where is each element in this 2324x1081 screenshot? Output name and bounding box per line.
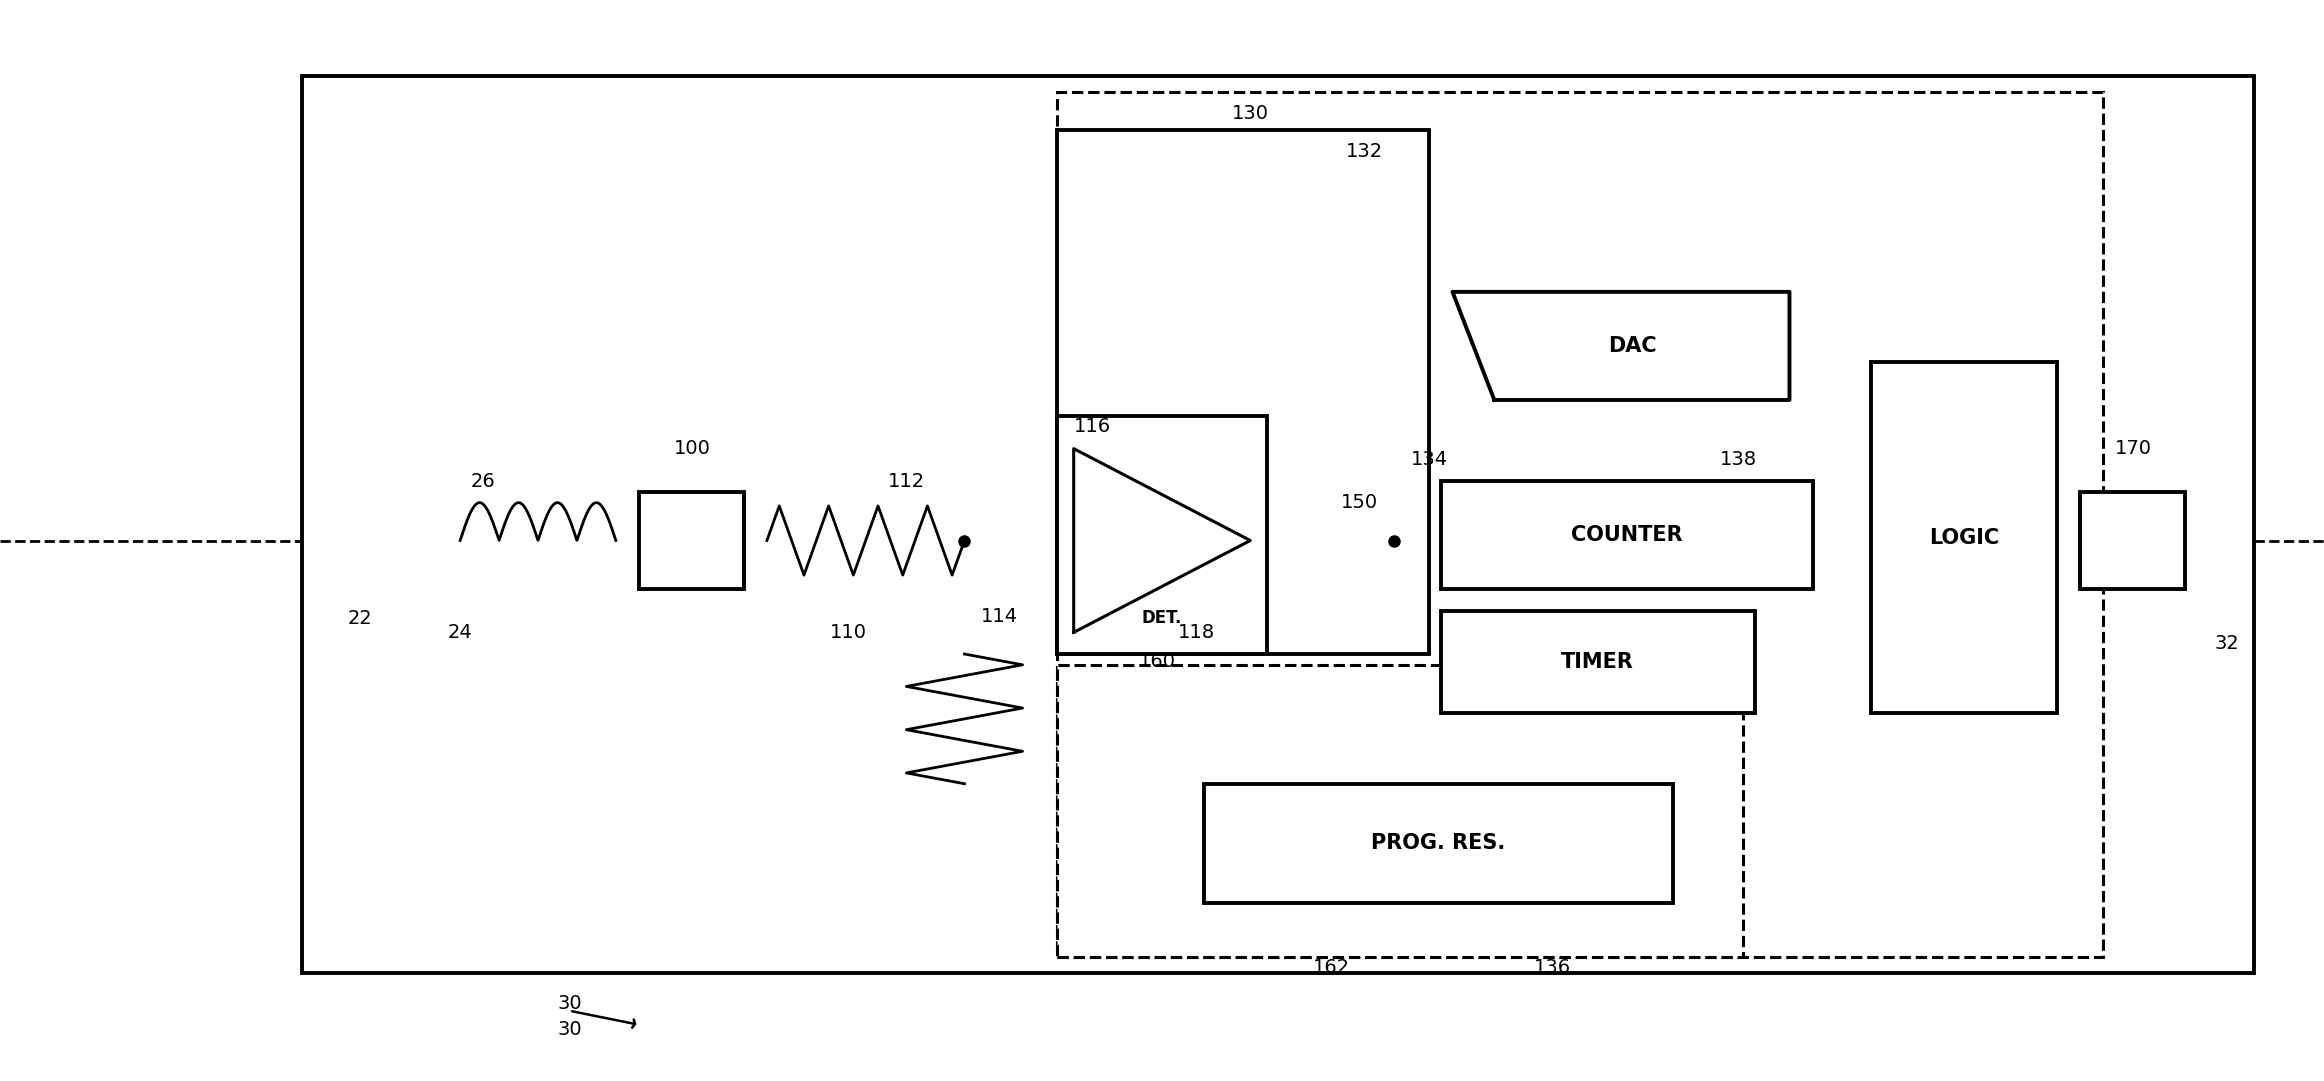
Text: 170: 170: [2115, 439, 2152, 458]
Text: 136: 136: [1534, 958, 1571, 977]
Polygon shape: [1871, 362, 2057, 713]
Polygon shape: [1441, 481, 1813, 589]
Polygon shape: [1452, 292, 1789, 400]
Polygon shape: [639, 492, 744, 589]
Text: DAC: DAC: [1608, 336, 1657, 356]
Text: TIMER: TIMER: [1562, 652, 1634, 672]
Text: LOGIC: LOGIC: [1929, 528, 1999, 548]
Polygon shape: [1057, 416, 1267, 654]
Text: 24: 24: [449, 623, 472, 642]
Polygon shape: [302, 76, 2254, 973]
Text: 26: 26: [472, 471, 495, 491]
Text: COUNTER: COUNTER: [1571, 525, 1683, 545]
Polygon shape: [1074, 449, 1250, 632]
Text: 30: 30: [558, 993, 581, 1013]
Text: 138: 138: [1720, 450, 1757, 469]
Text: 100: 100: [674, 439, 711, 458]
Polygon shape: [1441, 611, 1755, 713]
Text: 160: 160: [1139, 652, 1176, 671]
Text: 132: 132: [1346, 142, 1383, 161]
Polygon shape: [1057, 92, 2103, 957]
Polygon shape: [2080, 492, 2185, 589]
Text: 30: 30: [558, 1019, 581, 1039]
Text: 22: 22: [349, 609, 372, 628]
Text: DET.: DET.: [1141, 609, 1183, 627]
Text: 114: 114: [981, 606, 1018, 626]
Text: 116: 116: [1074, 417, 1111, 437]
Text: 118: 118: [1178, 623, 1215, 642]
Text: 150: 150: [1341, 493, 1378, 512]
Text: 32: 32: [2215, 633, 2238, 653]
Text: 130: 130: [1232, 104, 1269, 123]
Polygon shape: [1057, 665, 1743, 957]
Text: 112: 112: [888, 471, 925, 491]
Text: 134: 134: [1411, 450, 1448, 469]
Text: 162: 162: [1313, 958, 1350, 977]
Polygon shape: [1057, 130, 1429, 654]
Text: 110: 110: [830, 623, 867, 642]
Text: PROG. RES.: PROG. RES.: [1371, 833, 1506, 853]
Polygon shape: [1204, 784, 1673, 903]
